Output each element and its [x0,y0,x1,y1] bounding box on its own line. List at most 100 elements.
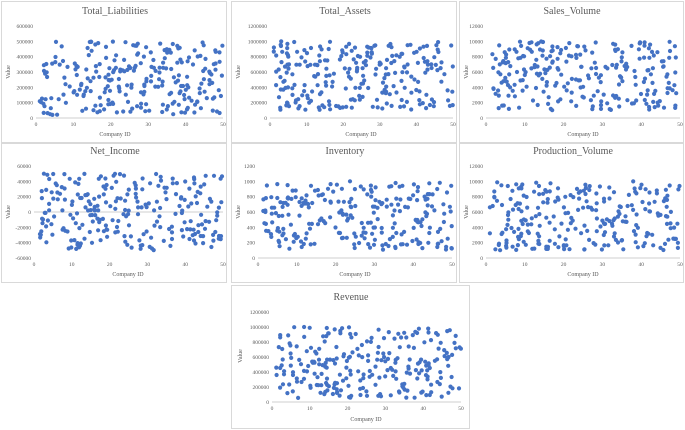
data-point [139,205,144,210]
data-point [345,218,350,223]
data-point [425,368,430,373]
data-point [394,376,399,381]
data-point [565,81,570,86]
data-point [365,220,371,225]
data-point [74,72,79,78]
data-point [160,79,165,84]
data-point [167,226,172,232]
data-point [330,84,335,89]
data-point [603,64,608,69]
data-point [306,363,311,369]
data-point [613,48,618,54]
data-point [322,105,327,110]
data-point [149,64,154,69]
x-axis-label: Company ID [567,132,599,138]
data-point [514,69,520,75]
data-point [202,226,208,231]
data-point [180,208,185,213]
data-point [203,56,208,62]
chart-title: Inventory [326,146,365,157]
data-point [347,66,352,71]
data-point [217,50,222,55]
data-point [304,193,309,198]
x-tick-label: 40 [420,406,426,412]
data-point [521,217,526,222]
chart-panel-inventory: Inventory 0 200 400 600 800 1000 1200 0 10 20 30 40 5… [231,143,457,283]
data-point [363,230,368,235]
data-point [667,183,672,188]
data-point [402,85,407,90]
data-point [125,192,130,197]
data-point [286,333,291,338]
data-point [123,207,128,213]
data-point [130,106,135,111]
x-tick-label: 40 [182,262,188,268]
data-point [327,357,333,362]
data-point [276,67,281,72]
data-point [562,84,567,89]
data-point [289,196,294,201]
data-point [323,80,328,85]
data-point [362,236,367,241]
data-point [286,66,291,71]
data-point [625,98,630,103]
data-point [544,56,549,61]
data-point [56,97,61,102]
data-point [328,199,333,204]
data-point [404,242,410,247]
data-point [344,376,349,381]
data-point [322,197,327,203]
data-point [591,93,596,98]
data-point [86,53,91,58]
data-point [269,205,274,210]
data-point [178,57,183,62]
y-tick-label: 1000000 [250,325,270,331]
data-point [105,234,110,239]
data-point [442,348,447,353]
data-point [656,213,661,218]
data-point [552,227,557,232]
data-point [546,95,551,100]
data-point [297,213,302,218]
data-point [202,89,207,94]
data-point [602,230,608,235]
data-point [302,48,307,53]
data-point [384,84,389,89]
data-point [445,88,450,93]
y-axis-label: Value [464,205,470,219]
data-point [286,104,292,109]
data-point [156,183,161,188]
data-point [615,214,620,219]
data-point [364,339,370,344]
data-point [98,174,103,179]
data-point [165,104,170,109]
y-tick-label: 4000 [472,85,483,91]
data-point [52,214,57,219]
data-point [496,106,501,111]
data-point [645,88,650,93]
data-point [536,183,542,189]
data-point [611,218,616,223]
data-point [651,53,656,58]
data-point [404,99,409,104]
x-tick-label: 20 [333,262,339,268]
data-point [148,79,154,84]
data-point [135,199,140,204]
data-point [450,64,455,69]
data-point [38,235,43,240]
data-point [144,205,149,210]
data-point [392,221,397,226]
data-point [361,372,366,377]
data-point [592,60,597,65]
data-point [407,371,413,376]
data-point [559,72,564,77]
data-point [93,64,98,69]
data-point [43,210,48,215]
data-point [114,110,119,115]
data-point [435,186,440,192]
data-point [425,377,430,382]
data-point [186,85,191,90]
data-point [344,104,349,109]
data-point [55,197,60,202]
data-point [377,60,382,65]
